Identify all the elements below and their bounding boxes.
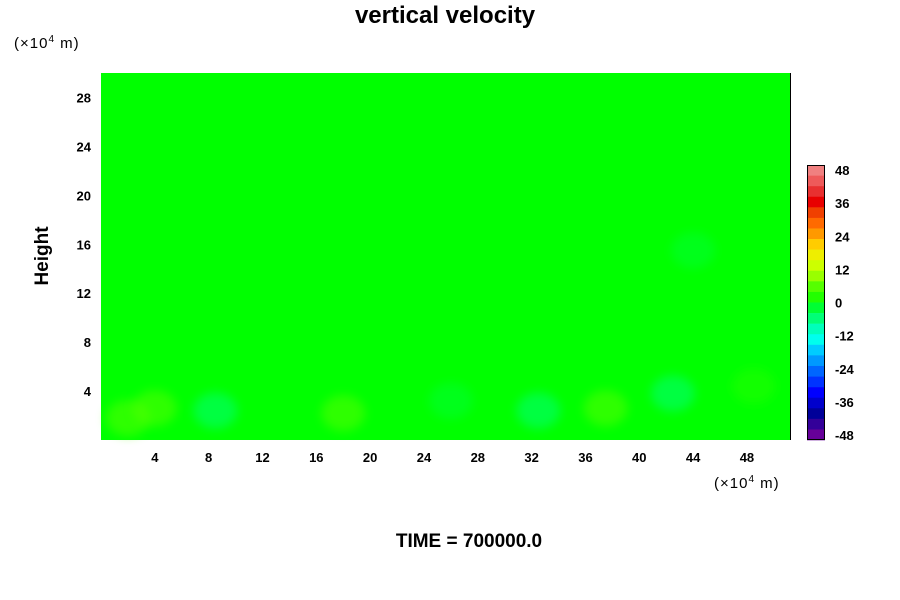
contour-blob xyxy=(671,232,716,269)
colorbar-tick-label: -48 xyxy=(835,428,854,443)
colorbar-swatch xyxy=(807,207,825,219)
colorbar-swatch xyxy=(807,165,825,176)
x-tick-label: 36 xyxy=(578,450,592,465)
colorbar-tick-labels: 48 36 24 12 0 -12 -24 -36 -48 xyxy=(835,163,855,443)
x-tick-label: 8 xyxy=(205,450,212,465)
colorbar-swatch xyxy=(807,228,825,240)
y-tick-label: 4 xyxy=(84,384,92,399)
x-tick-label: 24 xyxy=(417,450,432,465)
colorbar-swatch xyxy=(807,217,825,229)
colorbar-swatch xyxy=(807,344,825,356)
y-tick-label: 20 xyxy=(77,188,91,203)
colorbar-swatch xyxy=(807,387,825,398)
colorbar-swatch xyxy=(807,429,825,441)
contour-blob xyxy=(583,390,628,427)
x-tick-label: 16 xyxy=(309,450,323,465)
colorbar-tick-label: 36 xyxy=(835,196,849,211)
colorbar-swatch xyxy=(807,281,825,293)
colorbar-swatch xyxy=(807,418,825,430)
colorbar-swatch xyxy=(807,376,825,388)
y-tick-labels: 4 8 12 16 20 24 28 xyxy=(77,90,92,399)
colorbar-swatch xyxy=(807,175,825,187)
colorbar-tick-label: -12 xyxy=(835,329,854,344)
colorbar-swatch xyxy=(807,365,825,377)
x-axis-unit-exponent: 4 xyxy=(748,474,756,485)
x-tick-label: 40 xyxy=(632,450,646,465)
x-tick-labels: 4 8 12 16 20 24 28 32 36 40 44 48 xyxy=(151,450,754,465)
x-tick-label: 12 xyxy=(255,450,269,465)
contour-blob xyxy=(428,382,473,419)
y-axis-unit: (×104 m) xyxy=(14,34,80,52)
colorbar-swatch xyxy=(807,260,825,272)
colorbar xyxy=(807,165,825,441)
contour-blob xyxy=(731,368,776,405)
x-tick-label: 20 xyxy=(363,450,377,465)
colorbar-swatch xyxy=(807,186,825,198)
colorbar-tick-label: 0 xyxy=(835,296,842,311)
x-tick-label: 28 xyxy=(471,450,485,465)
colorbar-border xyxy=(807,165,825,440)
colorbar-swatch xyxy=(807,291,825,303)
colorbar-swatch xyxy=(807,270,825,282)
colorbar-tick-label: 48 xyxy=(835,163,849,178)
contour-blob xyxy=(516,392,561,429)
chart-title: vertical velocity xyxy=(354,2,536,29)
x-tick-label: 4 xyxy=(151,450,159,465)
contour-blob xyxy=(193,392,238,429)
x-axis-unit: (×104 m) xyxy=(714,474,780,492)
colorbar-tick-label: -36 xyxy=(835,395,854,410)
colorbar-swatch xyxy=(807,239,825,250)
colorbar-swatch xyxy=(807,408,825,420)
y-tick-label: 24 xyxy=(77,139,92,154)
contour-blob xyxy=(650,375,695,412)
colorbar-swatch xyxy=(807,302,825,314)
y-tick-label: 28 xyxy=(77,90,91,105)
colorbar-swatch xyxy=(807,196,825,208)
colorbar-tick-label: 24 xyxy=(835,229,850,244)
y-tick-label: 12 xyxy=(77,286,91,301)
y-tick-label: 16 xyxy=(77,237,91,252)
colorbar-swatch xyxy=(807,355,825,367)
colorbar-swatch xyxy=(807,334,825,346)
y-tick-label: 8 xyxy=(84,335,91,350)
contour-features xyxy=(105,232,776,436)
colorbar-tick-label: -24 xyxy=(835,362,855,377)
colorbar-swatch xyxy=(807,313,825,324)
colorbar-swatch xyxy=(807,397,825,409)
y-axis-unit-exponent: 4 xyxy=(48,34,56,45)
x-tick-label: 48 xyxy=(740,450,754,465)
colorbar-swatch xyxy=(807,323,825,335)
x-tick-label: 32 xyxy=(524,450,538,465)
colorbar-tick-label: 12 xyxy=(835,262,849,277)
x-tick-label: 44 xyxy=(686,450,701,465)
contour-blob xyxy=(321,395,366,432)
contour-blob xyxy=(132,390,177,427)
time-label: TIME = 700000.0 xyxy=(395,531,543,552)
colorbar-swatch xyxy=(807,249,825,261)
